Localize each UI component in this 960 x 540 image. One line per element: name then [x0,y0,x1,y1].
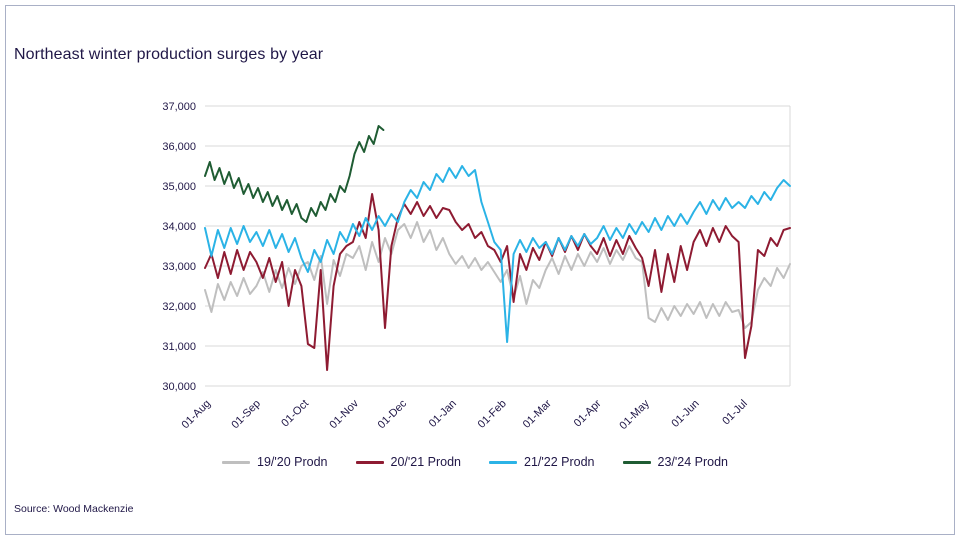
x-tick-label: 01-Jun [669,398,701,430]
y-tick-label: 30,000 [162,381,196,393]
x-tick-label: 01-Oct [279,398,311,430]
chart-area: 30,000 31,000 32,000 33,000 34,000 35,000 36,0… [130,86,820,458]
x-tick-label: 01-Sep [229,398,263,432]
x-tick-label: 01-Aug [180,398,214,432]
x-tick-label: 01-Dec [376,397,410,431]
legend-item: 23/'24 Prodn [622,455,729,469]
y-tick-label: 37,000 [162,101,196,113]
y-tick-label: 33,000 [162,261,196,273]
series-line-19-20-prodn [204,221,791,329]
x-tick-label: 01-Mar [521,397,554,430]
x-tick-label: 01-May [617,397,652,432]
y-tick-label: 31,000 [162,341,196,353]
series-line-23-24-prodn [204,125,385,223]
series-line-20-21-prodn [204,193,791,371]
legend-item: 19/'20 Prodn [222,455,328,469]
y-tick-label: 34,000 [162,221,196,233]
source-note: Source: Wood Mackenzie [14,503,134,515]
legend-swatch [355,460,384,464]
legend-label: 21/'22 Prodn [524,455,595,469]
x-tick-label: 01-Jul [720,398,750,428]
legend-label: 20/'21 Prodn [390,455,462,469]
legend-swatch [222,460,250,464]
legend-swatch [489,460,517,464]
x-axis-labels: 01-Aug 01-Sep 01-Oct 01-Nov 01-Dec 01-Jan 01-F… [180,397,750,432]
series-line-21-22-prodn [204,165,791,343]
chart-legend: 19/'20 Prodn 20/'21 Prodn 21/'22 Prodn 23/'… [130,455,820,469]
y-axis-labels: 30,000 31,000 32,000 33,000 34,000 35,000 36,0… [162,101,196,393]
legend-swatch [622,460,651,464]
y-tick-label: 35,000 [162,181,196,193]
y-tick-label: 32,000 [162,301,196,313]
x-tick-label: 01-Apr [572,397,604,429]
y-tick-label: 36,000 [162,141,196,153]
legend-label: 19/'20 Prodn [257,455,328,469]
x-tick-label: 01-Nov [327,397,361,431]
legend-item: 20/'21 Prodn [355,455,462,469]
x-tick-label: 01-Feb [476,398,509,431]
legend-item: 21/'22 Prodn [489,455,595,469]
legend-label: 23/'24 Prodn [657,455,729,469]
chart-canvas: 30,000 31,000 32,000 33,000 34,000 35,000 36,0… [162,101,791,432]
chart-title: Northeast winter production surges by ye… [14,46,324,63]
x-tick-label: 01-Jan [427,398,459,430]
